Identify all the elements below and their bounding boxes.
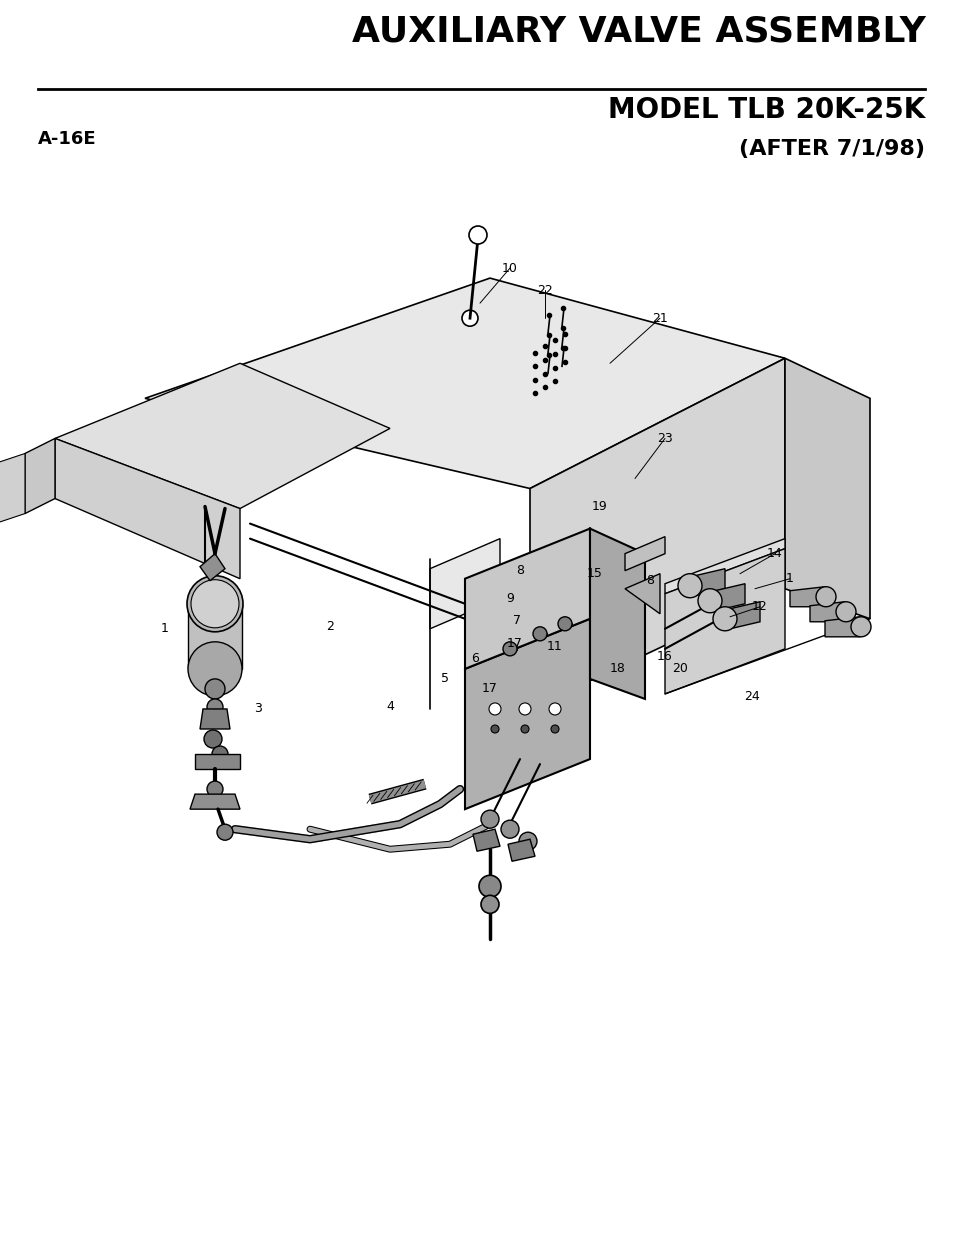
Text: 12: 12 [751,600,767,614]
Text: 17: 17 [481,683,497,695]
Text: 15: 15 [586,567,602,580]
Circle shape [489,703,500,715]
Circle shape [207,699,223,715]
Circle shape [551,725,558,734]
Text: 23: 23 [657,432,672,445]
Polygon shape [809,601,844,621]
Circle shape [518,703,531,715]
Polygon shape [25,438,55,514]
Polygon shape [789,587,824,606]
Text: 9: 9 [505,593,514,605]
Circle shape [698,589,721,613]
Text: 1: 1 [161,622,169,635]
Polygon shape [200,553,225,580]
Circle shape [191,579,239,627]
Circle shape [204,730,222,748]
Polygon shape [664,548,784,694]
Text: 18: 18 [609,662,625,676]
Text: 8: 8 [645,574,654,587]
Polygon shape [695,568,724,595]
Polygon shape [464,529,589,669]
Text: A-16E: A-16E [38,130,96,148]
Circle shape [548,703,560,715]
Text: 10: 10 [501,262,517,274]
Circle shape [520,725,529,734]
Text: 2: 2 [326,620,334,634]
Circle shape [712,606,737,631]
Circle shape [533,627,546,641]
Text: 17: 17 [507,637,522,651]
Text: 21: 21 [652,311,667,325]
Polygon shape [714,584,744,611]
Polygon shape [624,574,659,614]
Circle shape [188,642,242,697]
Text: MODEL TLB 20K-25K: MODEL TLB 20K-25K [607,96,924,125]
Circle shape [478,876,500,898]
Text: 24: 24 [743,690,760,704]
Polygon shape [464,619,589,809]
Circle shape [518,832,537,850]
Polygon shape [473,829,499,851]
Polygon shape [430,538,499,629]
Circle shape [502,642,517,656]
Polygon shape [664,538,784,594]
Circle shape [212,746,228,762]
Polygon shape [530,358,784,709]
Text: 20: 20 [671,662,687,676]
Polygon shape [190,794,240,809]
Polygon shape [0,453,25,524]
Circle shape [491,725,498,734]
Text: 6: 6 [471,652,478,666]
Text: 22: 22 [537,284,553,296]
Circle shape [461,310,477,326]
Text: 4: 4 [386,700,394,714]
Circle shape [678,574,701,598]
Text: 19: 19 [592,500,607,513]
Circle shape [205,679,225,699]
Circle shape [207,781,223,797]
Text: 11: 11 [547,640,562,653]
Polygon shape [624,537,664,571]
Circle shape [480,895,498,914]
Polygon shape [784,358,869,619]
Circle shape [815,587,835,606]
Text: 1: 1 [785,572,793,585]
Polygon shape [55,363,390,509]
Circle shape [850,616,870,637]
Polygon shape [507,840,535,861]
Polygon shape [55,438,240,579]
Circle shape [500,820,518,839]
Circle shape [216,824,233,840]
Text: 3: 3 [253,703,262,715]
Circle shape [187,576,243,632]
Polygon shape [145,278,784,489]
Text: 8: 8 [516,564,523,577]
Text: (AFTER 7/1/98): (AFTER 7/1/98) [739,140,924,159]
Polygon shape [589,529,644,699]
Polygon shape [194,755,240,769]
Circle shape [480,810,498,829]
Circle shape [558,616,572,631]
Text: 16: 16 [657,651,672,663]
Circle shape [835,601,855,621]
Polygon shape [200,709,230,729]
Text: 5: 5 [440,672,449,685]
Circle shape [469,226,486,245]
Polygon shape [729,601,760,629]
Polygon shape [824,616,859,637]
Polygon shape [188,604,242,669]
Text: 14: 14 [766,547,782,561]
Text: 7: 7 [513,614,520,627]
Text: AUXILIARY VALVE ASSEMBLY: AUXILIARY VALVE ASSEMBLY [352,15,924,49]
